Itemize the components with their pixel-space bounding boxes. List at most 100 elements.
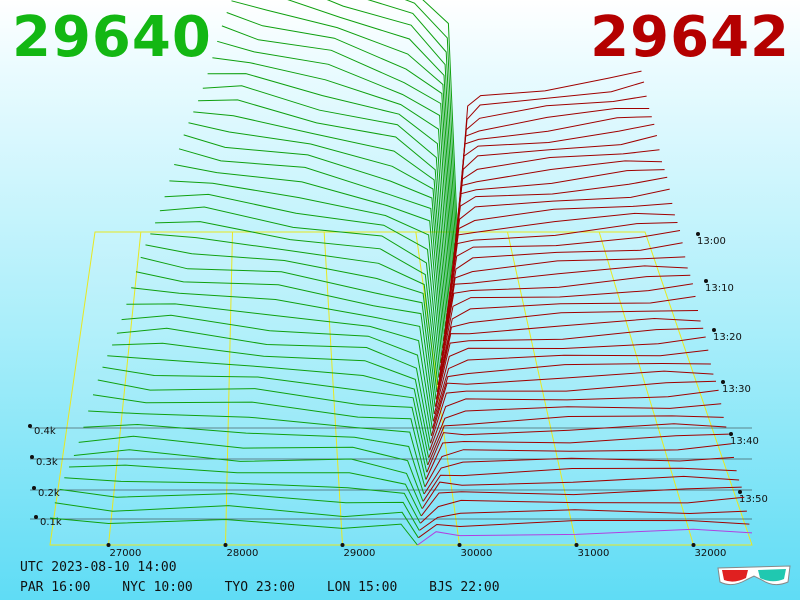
bid-depth-line xyxy=(188,122,445,334)
ask-depth-line xyxy=(443,230,681,342)
time-tick-label: 13:50 xyxy=(739,494,768,505)
ask-depth-line xyxy=(429,389,719,451)
time-tick-label: 13:30 xyxy=(722,384,751,395)
ask-depth-line xyxy=(431,370,714,436)
bid-depth-line xyxy=(164,193,441,371)
x-tick-dot xyxy=(223,543,228,547)
ask-depth-line xyxy=(421,475,740,509)
ask-depth-line xyxy=(426,423,727,473)
volume-tick-dot xyxy=(32,486,36,490)
ask-depth-line xyxy=(425,433,729,480)
ask-depth-line xyxy=(440,265,688,364)
ask-depth-line xyxy=(423,456,735,495)
grid-line-x xyxy=(598,231,694,546)
utc-timestamp: UTC 2023-08-10 14:00 xyxy=(20,560,177,575)
ask-depth-line xyxy=(432,349,709,422)
ask-depth-line xyxy=(430,380,717,444)
time-tick-label: 13:10 xyxy=(705,283,734,294)
bid-depth-line xyxy=(155,221,439,385)
bid-depth-line xyxy=(174,164,443,356)
bid-price: 29640 xyxy=(12,5,212,70)
ask-depth-line xyxy=(418,519,750,539)
bid-depth-line xyxy=(183,134,444,342)
bid-depth-line xyxy=(198,99,447,320)
ask-depth-line xyxy=(437,295,696,386)
ask-depth-line xyxy=(424,443,732,488)
ask-depth-line xyxy=(439,274,691,371)
volume-tick-dot xyxy=(28,424,32,428)
clock-lon: LON 15:00 xyxy=(326,580,398,595)
x-tick-label: 32000 xyxy=(695,548,727,559)
ask-depth-line xyxy=(448,169,665,298)
grid-line-x xyxy=(507,231,577,546)
bid-depth-line xyxy=(97,379,428,473)
ask-depth-line xyxy=(420,496,745,524)
x-tick-label: 28000 xyxy=(227,548,259,559)
bid-depth-line xyxy=(135,271,435,415)
volume-tick-label: 0.2k xyxy=(38,488,60,499)
bid-depth-line xyxy=(78,435,424,502)
ask-depth-line xyxy=(419,509,747,531)
time-tick-dot xyxy=(712,328,716,332)
ask-depth-line xyxy=(455,95,647,247)
bid-depth-line xyxy=(145,244,437,400)
x-tick-dot xyxy=(574,543,579,547)
bid-depth-line xyxy=(367,0,457,247)
grid-line-x xyxy=(323,231,343,546)
bid-depth-line xyxy=(231,0,454,269)
bid-depth-line xyxy=(88,410,426,487)
ask-depth-line xyxy=(434,327,704,407)
ask-depth-line xyxy=(420,486,742,517)
ask-depth-line xyxy=(435,317,701,400)
bid-depth-line xyxy=(422,0,458,233)
world-clocks: PAR 16:00 NYC 10:00 TYO 23:00 LON 15:00 … xyxy=(20,580,524,595)
volume-tick-label: 0.1k xyxy=(40,517,62,528)
time-tick-dot xyxy=(738,490,742,494)
bid-depth-line xyxy=(69,464,422,517)
clock-nyc: NYC 10:00 xyxy=(122,580,193,595)
bid-depth-line xyxy=(49,517,418,546)
bid-depth-line xyxy=(212,57,450,298)
bid-depth-line xyxy=(64,477,421,524)
bid-depth-line xyxy=(226,12,453,276)
ask-depth-line xyxy=(438,283,693,378)
x-tick-dot xyxy=(457,543,462,547)
3d-glasses-icon[interactable] xyxy=(714,560,794,592)
bid-depth-line xyxy=(404,0,457,240)
clock-tyo: TYO 23:00 xyxy=(224,580,296,595)
bid-depth-line xyxy=(73,449,423,509)
x-tick-dot xyxy=(106,543,111,547)
time-tick-dot xyxy=(696,232,700,236)
ask-depth-line xyxy=(442,242,683,349)
bid-depth-line xyxy=(150,233,438,393)
x-tick-label: 31000 xyxy=(578,548,610,559)
bid-depth-line xyxy=(207,73,449,305)
bid-depth-line xyxy=(107,355,430,458)
ask-depth-line xyxy=(436,310,699,393)
bid-depth-line xyxy=(159,206,440,378)
ask-depth-line xyxy=(427,415,724,466)
volume-tick-label: 0.4k xyxy=(34,426,56,437)
x-tick-label: 30000 xyxy=(461,548,493,559)
ask-depth-line xyxy=(457,70,642,233)
time-tick-label: 13:00 xyxy=(697,236,726,247)
ask-depth-line xyxy=(417,528,753,546)
grid-line-x xyxy=(108,231,142,546)
bid-depth-line xyxy=(217,40,451,291)
ask-depth-line xyxy=(447,176,668,305)
bid-depth-line xyxy=(202,85,448,313)
volume-tick-dot xyxy=(34,515,38,519)
ask-price: 29642 xyxy=(590,5,790,70)
clock-bjs: BJS 22:00 xyxy=(429,580,500,595)
ask-depth-line xyxy=(422,467,737,502)
bid-depth-line xyxy=(83,423,425,495)
bid-depth-line xyxy=(102,366,429,466)
ask-depth-line xyxy=(444,222,678,334)
volume-tick-label: 0.3k xyxy=(36,457,58,468)
bid-depth-line xyxy=(112,342,430,451)
bid-depth-line xyxy=(287,0,455,262)
ask-depth-line xyxy=(432,362,711,429)
bid-depth-line xyxy=(116,327,431,444)
x-tick-dot xyxy=(340,543,345,547)
